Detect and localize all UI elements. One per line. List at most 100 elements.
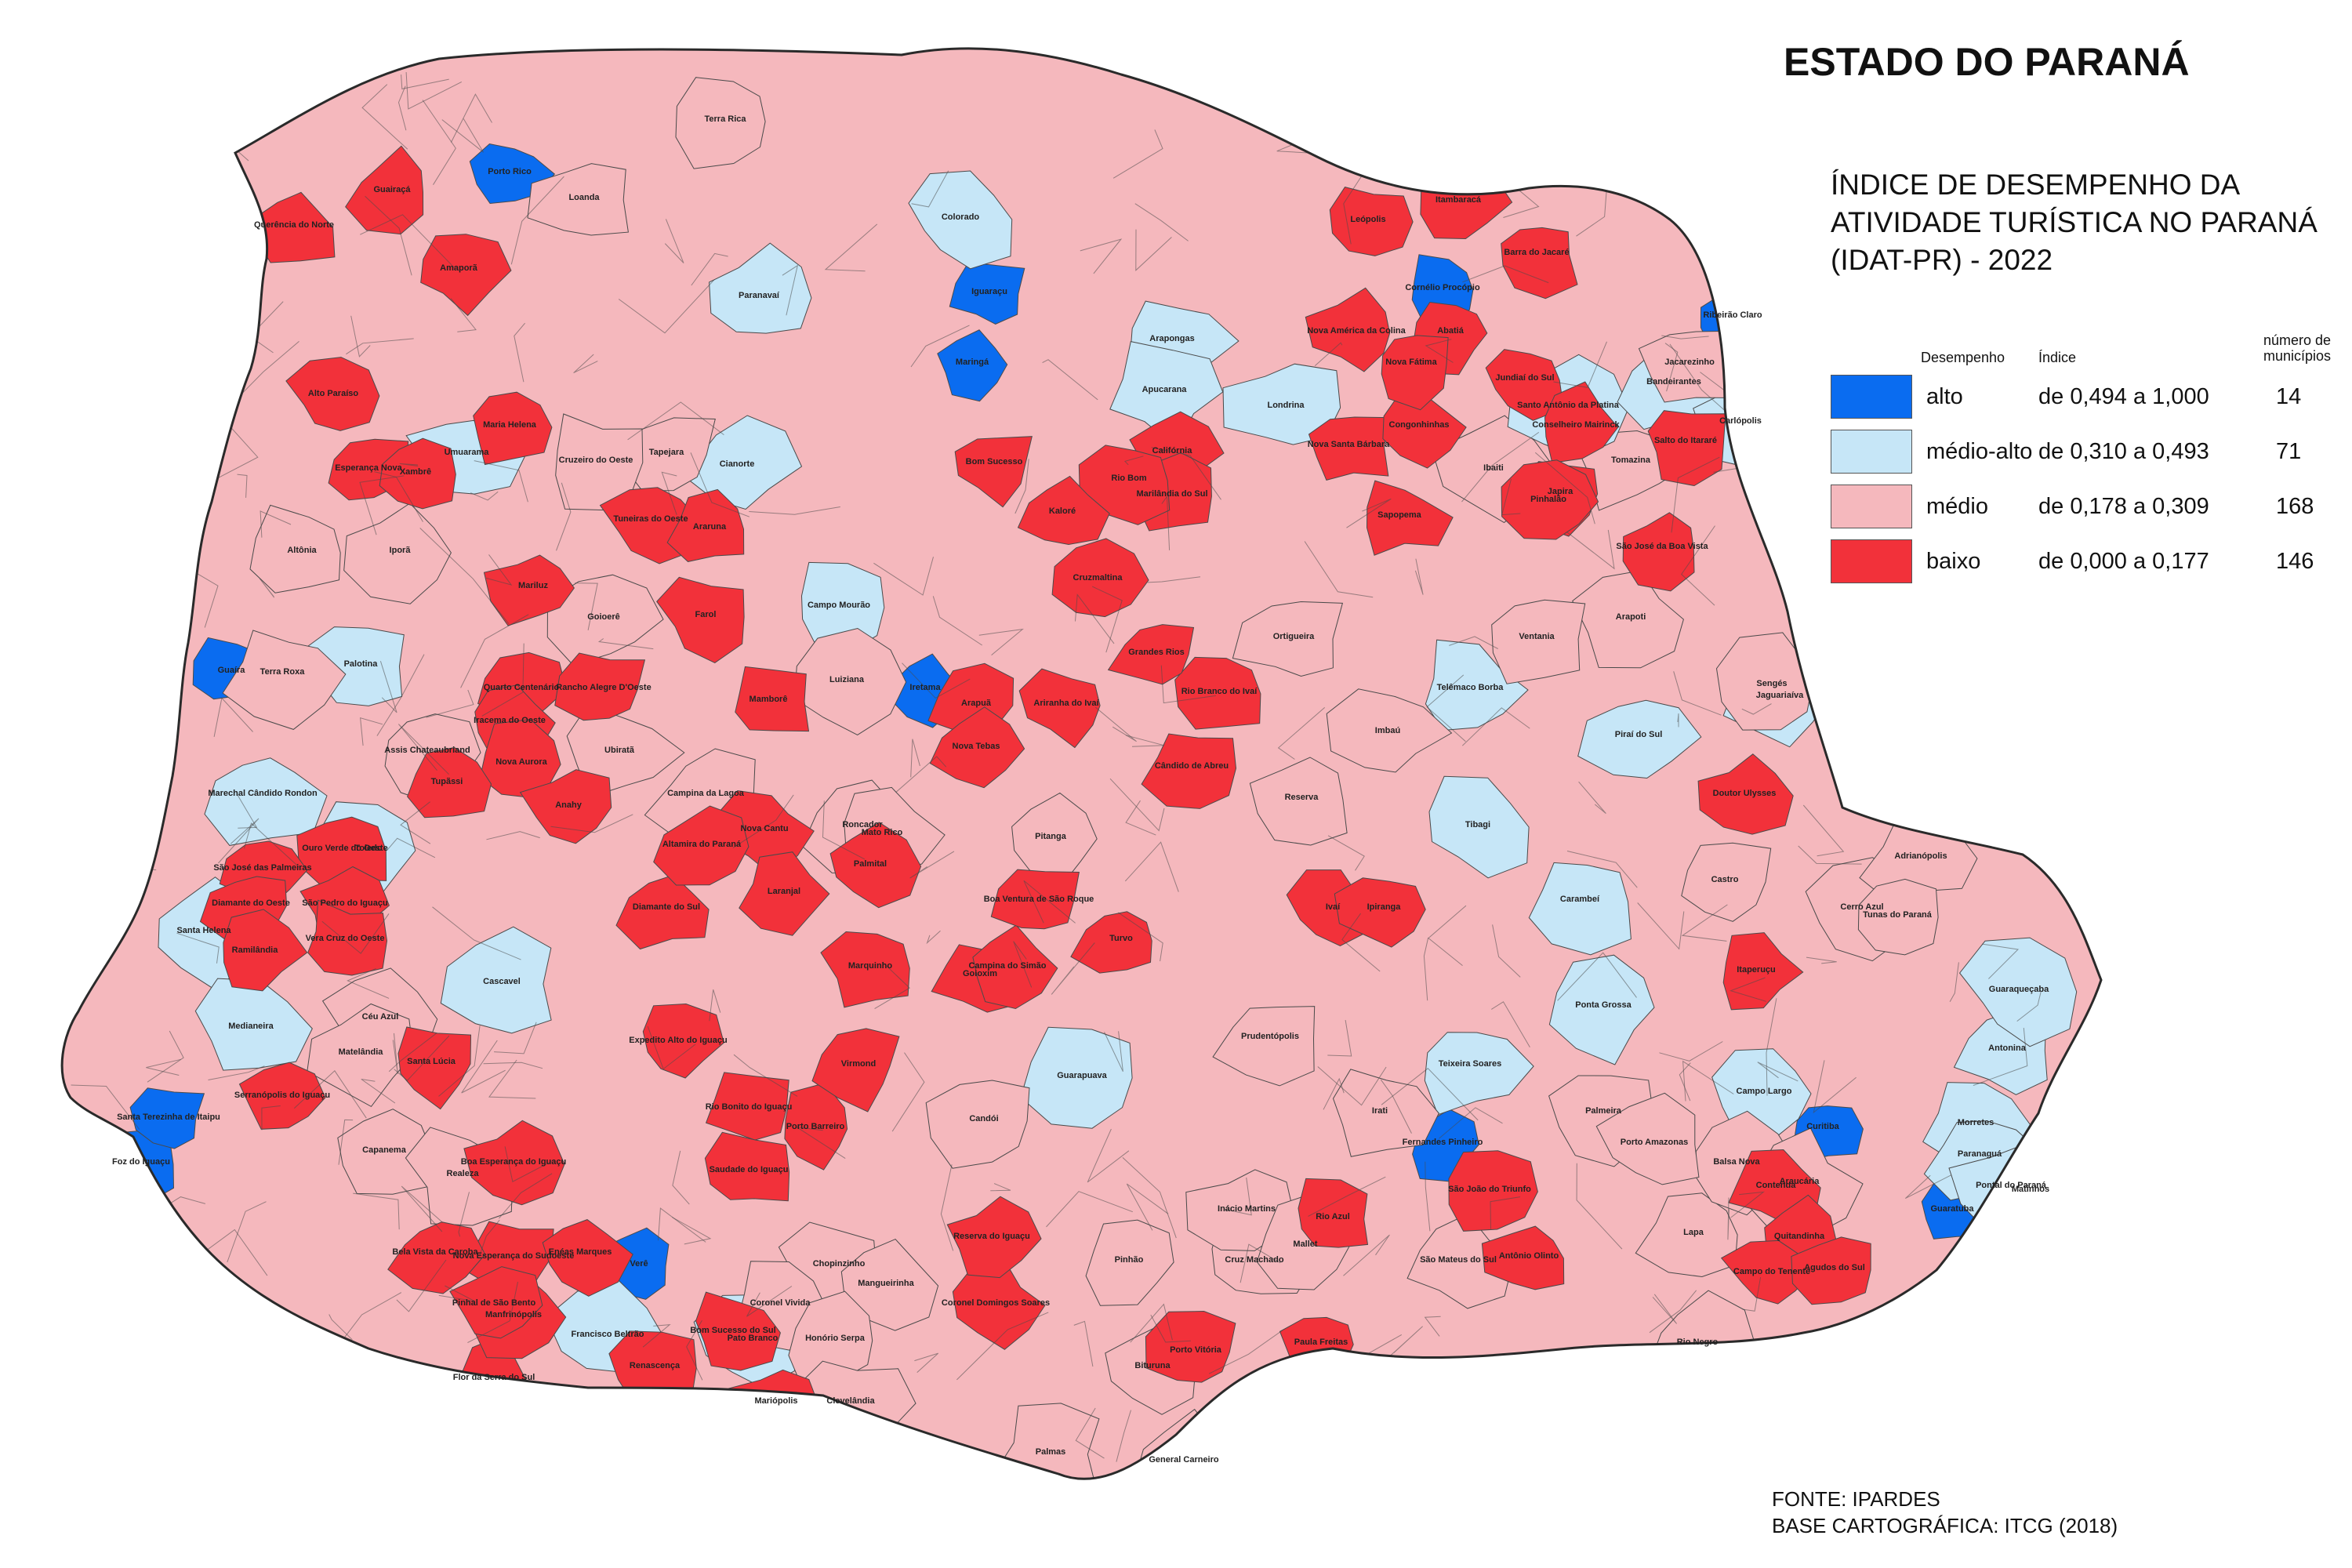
municipality-border xyxy=(470,491,499,501)
municipality-border xyxy=(658,1207,706,1243)
municipality-label: Mariluz xyxy=(518,581,548,590)
municipality-label: Mamborê xyxy=(750,695,788,704)
municipality-border xyxy=(361,1079,396,1104)
municipality-border xyxy=(1798,845,1862,865)
municipality-region xyxy=(972,924,1058,1010)
municipality-label: Porto Vitória xyxy=(1170,1345,1222,1355)
legend-row-medio-alto: médio-alto de 0,310 a 0,493 71 xyxy=(1831,430,2348,477)
municipality-border xyxy=(499,1173,553,1219)
municipality-border xyxy=(405,71,463,110)
municipality-region xyxy=(1222,363,1341,445)
municipality-region xyxy=(1548,954,1655,1065)
municipality-region xyxy=(222,630,347,730)
municipality-border xyxy=(1317,1066,1387,1106)
municipality-region xyxy=(463,1120,565,1206)
municipality-border xyxy=(1576,1163,1623,1250)
municipality-label: Verê xyxy=(630,1259,648,1269)
municipality-region xyxy=(554,652,646,721)
municipality-label: Serranópolis do Iguaçu xyxy=(234,1091,330,1100)
municipality-region xyxy=(440,926,552,1034)
municipality-region xyxy=(1722,932,1804,1011)
municipality-label: Capanema xyxy=(362,1145,407,1155)
municipality-border xyxy=(347,967,390,999)
municipality-label: Salto do Itararé xyxy=(1654,436,1717,445)
legend-count-alto: 14 xyxy=(2276,384,2302,409)
municipality-border xyxy=(293,1070,367,1119)
municipality-border xyxy=(438,1025,481,1097)
municipality-border xyxy=(1679,65,1704,147)
municipality-border xyxy=(1741,703,1772,715)
municipality-label: São José das Palmeiras xyxy=(213,863,311,873)
municipality-label: São João do Triunfo xyxy=(1448,1185,1531,1194)
municipality-border xyxy=(176,932,220,964)
municipality-label: Grandes Rios xyxy=(1128,648,1185,657)
municipality-label: Balsa Nova xyxy=(1713,1157,1760,1167)
municipality-label: Altônia xyxy=(287,546,317,555)
municipality-border xyxy=(82,175,153,226)
municipality-label: Roncador xyxy=(842,820,883,829)
municipality-border xyxy=(1235,75,1272,113)
municipality-label: Paranavaí xyxy=(739,291,780,300)
municipality-label: Palmeira xyxy=(1585,1106,1622,1116)
municipality-region xyxy=(908,170,1013,270)
municipality-border xyxy=(1118,912,1163,962)
municipality-label: Campo Largo xyxy=(1737,1087,1792,1096)
municipality-label: Marechal Cândido Rondon xyxy=(208,789,318,798)
municipality-label: Ventania xyxy=(1519,632,1555,641)
municipality-region xyxy=(1481,1225,1565,1290)
municipality-border xyxy=(732,794,794,849)
municipality-border xyxy=(1428,905,1467,966)
municipality-border xyxy=(147,1030,184,1083)
municipality-border xyxy=(338,1119,354,1165)
municipality-label: Fernandes Pinheiro xyxy=(1403,1138,1483,1147)
municipality-region xyxy=(796,1360,916,1460)
municipality-region xyxy=(952,1260,1046,1350)
municipality-label: Bandeirantes xyxy=(1646,377,1701,387)
municipality-label: Candói xyxy=(969,1114,998,1123)
municipality-border xyxy=(145,78,194,106)
municipality-border xyxy=(690,452,750,517)
municipality-border xyxy=(474,460,528,503)
municipality-border xyxy=(1682,1060,1734,1102)
municipality-label: Jacarezinho xyxy=(1664,358,1715,367)
map-source: FONTE: IPARDES BASE CARTOGRÁFICA: ITCG (… xyxy=(1772,1486,2118,1539)
municipality-border xyxy=(556,482,572,551)
municipality-border xyxy=(422,100,456,185)
municipality-region xyxy=(1174,656,1261,730)
municipality-border xyxy=(346,338,414,355)
municipality-region xyxy=(1958,937,2078,1047)
municipality-label: Pinhão xyxy=(1115,1255,1144,1265)
municipality-border xyxy=(261,1105,281,1131)
municipality-border xyxy=(1462,265,1549,284)
municipality-border xyxy=(1677,713,1679,728)
municipality-region xyxy=(1232,601,1344,677)
municipality-region xyxy=(705,1072,789,1141)
municipality-border xyxy=(237,474,248,498)
municipality-region xyxy=(343,503,452,604)
municipality-label: Guaratuba xyxy=(1930,1204,1974,1214)
municipality-label: Cianorte xyxy=(720,459,755,469)
municipality-border xyxy=(1649,1290,1697,1334)
municipality-border xyxy=(926,930,941,945)
municipality-label: Ponta Grossa xyxy=(1575,1000,1632,1010)
municipality-label: Paula Freitas xyxy=(1294,1338,1348,1347)
municipality-border xyxy=(143,301,157,346)
municipality-border xyxy=(478,1219,500,1257)
municipality-border xyxy=(1673,671,1722,716)
municipality-region xyxy=(1715,632,1813,731)
municipality-border xyxy=(1980,90,2016,114)
municipality-border xyxy=(1681,904,1728,942)
municipality-border xyxy=(486,831,540,840)
municipality-border xyxy=(1151,447,1221,500)
municipality-region xyxy=(1622,512,1695,592)
municipality-label: Pinhal de São Bento xyxy=(452,1298,536,1308)
municipality-label: Loanda xyxy=(568,193,600,202)
municipality-border xyxy=(909,851,955,879)
municipality-border xyxy=(1449,636,1498,649)
municipality-region xyxy=(990,869,1080,930)
municipality-border xyxy=(1813,1060,1857,1114)
municipality-border xyxy=(1380,1079,1412,1134)
municipality-region xyxy=(1501,227,1578,299)
municipality-border xyxy=(189,1298,230,1312)
